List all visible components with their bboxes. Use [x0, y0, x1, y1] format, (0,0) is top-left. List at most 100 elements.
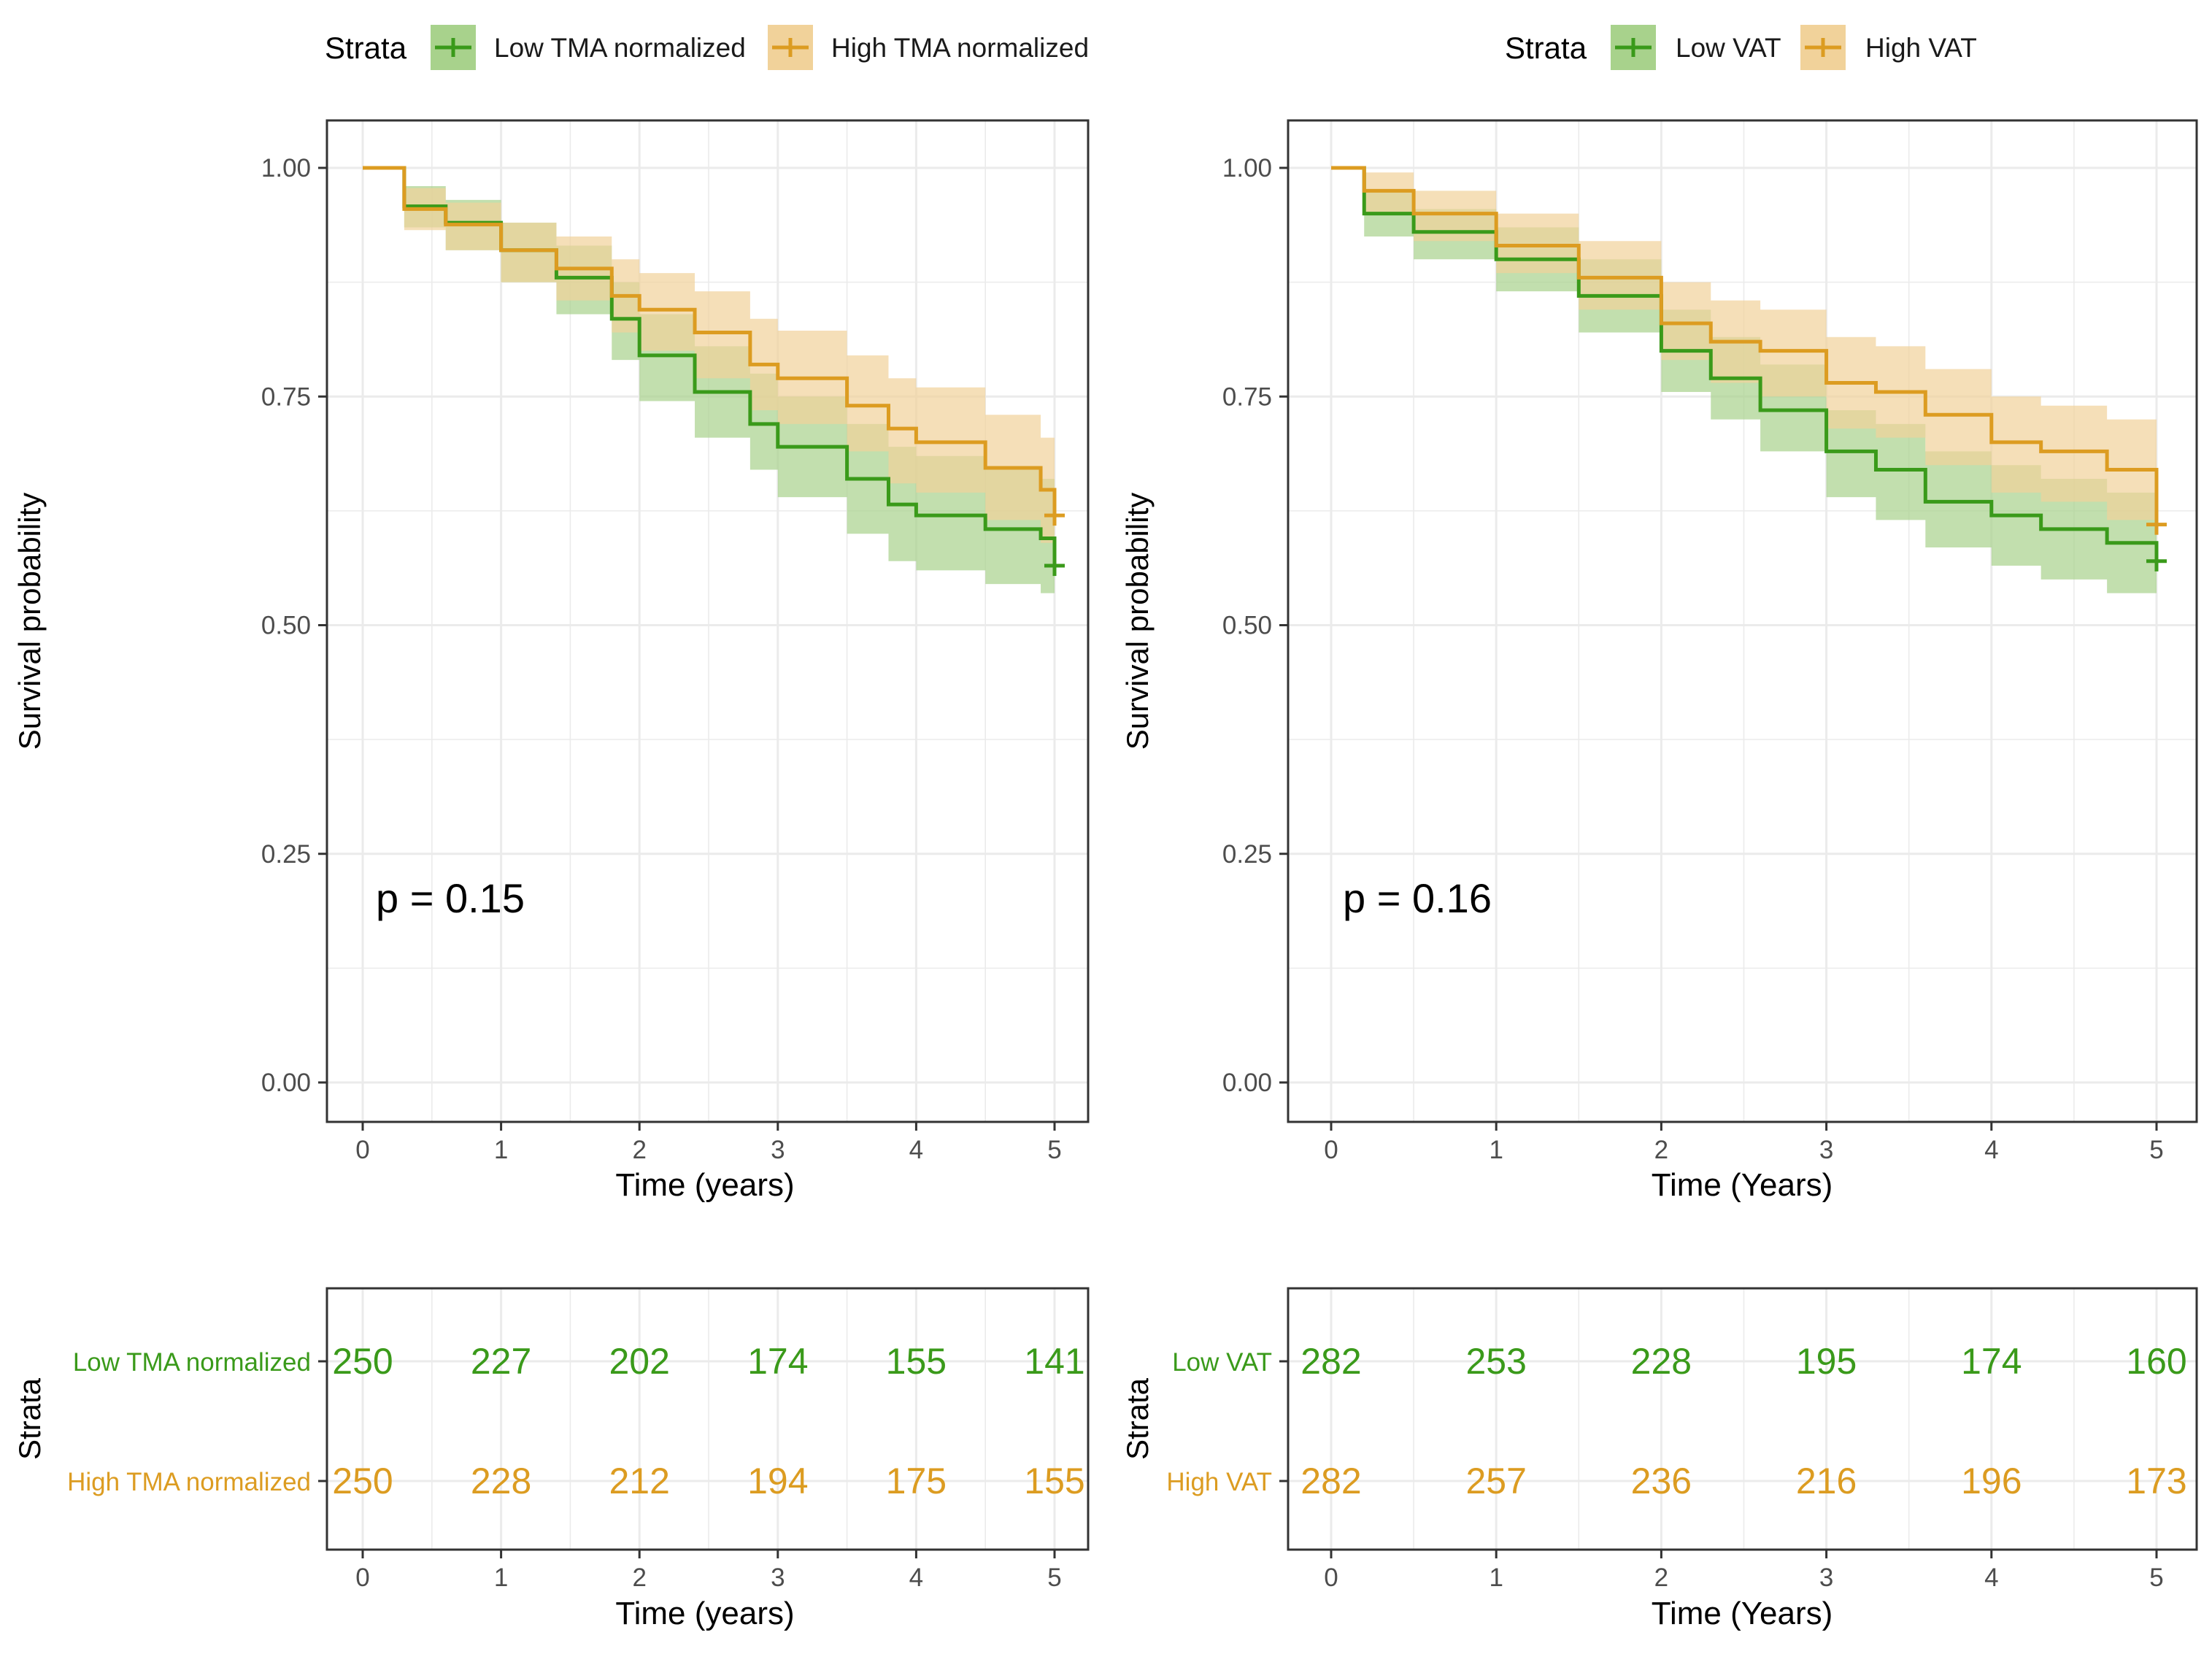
left-survival-curves [363, 166, 1065, 577]
right-risk-values: 282 253 228 195 174 160 282 257 236 216 196 173 [1300, 1341, 2186, 1501]
y-tick-label: 1.00 [1222, 154, 1272, 182]
risk-x-tick-label: 4 [909, 1563, 923, 1592]
y-tick-label: 0.00 [261, 1069, 311, 1097]
left-y-axis: 0.00 0.25 0.50 0.75 1.00 [261, 154, 327, 1097]
left-risk-row-labels: Low TMA normalized High TMA normalized [67, 1348, 327, 1496]
left-risk-background [327, 1288, 1088, 1550]
x-tick-label: 2 [632, 1136, 646, 1164]
left-plot-background [327, 120, 1088, 1122]
x-tick-label: 4 [1984, 1136, 1998, 1164]
risk-count-low: 227 [471, 1341, 531, 1382]
right-risk-row-labels: Low VAT High VAT [1166, 1348, 1288, 1496]
right-risk-y-axis-title: Strata [1120, 1377, 1155, 1460]
left-x-axis: 0 1 2 3 4 5 [355, 1122, 1062, 1164]
right-risk-background [1288, 1288, 2197, 1550]
right-pvalue: p = 0.16 [1343, 875, 1492, 921]
right-panel: Strata Low VAT High VAT 0.00 0.25 0.50 0.75… [1120, 25, 2198, 1631]
risk-x-tick-label: 0 [1324, 1563, 1338, 1592]
left-panel: Strata Low TMA normalized High TMA norma… [12, 25, 1090, 1631]
right-risk-x-axis-title: Time (Years) [1652, 1596, 1833, 1631]
right-confidence-bands [1331, 168, 2157, 607]
right-risk-x-axis: 0 1 2 3 4 5 [1324, 1550, 2164, 1592]
x-tick-label: 1 [494, 1136, 508, 1164]
left-risk-row-label-high: High TMA normalized [67, 1468, 311, 1496]
risk-count-low: 253 [1465, 1341, 1526, 1382]
risk-count-high: 175 [886, 1461, 947, 1501]
left-risk-x-axis-title: Time (years) [615, 1596, 794, 1631]
right-y-axis: 0.00 0.25 0.50 0.75 1.00 [1222, 154, 1288, 1097]
risk-x-tick-label: 5 [1047, 1563, 1061, 1592]
x-tick-label: 0 [1324, 1136, 1338, 1164]
survival-curve-low [1331, 166, 2159, 561]
risk-count-high: 236 [1631, 1461, 1692, 1501]
left-pvalue: p = 0.15 [376, 875, 525, 921]
risk-count-low: 250 [332, 1341, 393, 1382]
risk-count-high: 228 [471, 1461, 531, 1501]
risk-x-tick-label: 1 [494, 1563, 508, 1592]
x-tick-label: 5 [2149, 1136, 2163, 1164]
x-tick-label: 3 [771, 1136, 785, 1164]
x-tick-label: 5 [1047, 1136, 1061, 1164]
risk-count-high: 257 [1465, 1461, 1526, 1501]
survival-curve-high [363, 166, 1057, 516]
right-risk-gridlines [1288, 1288, 2197, 1550]
risk-count-low: 195 [1796, 1341, 1857, 1382]
confidence-band-low [1331, 168, 2157, 607]
risk-x-tick-label: 3 [1819, 1563, 1833, 1592]
risk-x-tick-label: 2 [1654, 1563, 1668, 1592]
right-survival-plot: 0.00 0.25 0.50 0.75 1.00 0 1 2 3 4 5 p = 0.16 Tim… [1120, 119, 2198, 1203]
left-legend-low-label: Low TMA normalized [494, 33, 746, 63]
x-tick-label: 0 [355, 1136, 369, 1164]
right-risk-border [1287, 1287, 2198, 1551]
left-y-axis-title: Survival probability [12, 493, 47, 750]
risk-count-high: 155 [1024, 1461, 1084, 1501]
risk-count-low: 228 [1631, 1341, 1692, 1382]
right-plot-border [1287, 119, 2198, 1123]
confidence-band-high [363, 168, 1055, 566]
y-tick-label: 0.50 [261, 612, 311, 640]
left-risk-values: 250 227 202 174 155 141 250 228 212 194 175 155 [332, 1341, 1084, 1501]
left-legend: Strata Low TMA normalized High TMA norma… [325, 25, 1089, 70]
survival-curve-low [363, 166, 1057, 566]
y-tick-label: 0.50 [1222, 612, 1272, 640]
risk-x-tick-label: 4 [1984, 1563, 1998, 1592]
risk-count-low: 282 [1300, 1341, 1361, 1382]
survival-curve-high [1331, 166, 2159, 525]
y-tick-label: 0.25 [261, 840, 311, 869]
y-tick-label: 0.25 [1222, 840, 1272, 869]
left-x-axis-title: Time (years) [615, 1167, 794, 1203]
left-risk-row-label-low: Low TMA normalized [73, 1348, 311, 1377]
right-x-axis-title: Time (Years) [1652, 1167, 1833, 1203]
y-tick-label: 1.00 [261, 154, 311, 182]
risk-count-high: 216 [1796, 1461, 1857, 1501]
left-survival-plot: 0.00 0.25 0.50 0.75 1.00 0 1 2 3 4 5 p = 0.15 Tim… [12, 119, 1090, 1203]
left-plot-border [325, 119, 1090, 1123]
right-risk-row-label-high: High VAT [1166, 1468, 1272, 1496]
y-tick-label: 0.75 [261, 382, 311, 411]
right-plot-background [1288, 120, 2197, 1122]
risk-count-high: 250 [332, 1461, 393, 1501]
risk-x-tick-label: 2 [632, 1563, 646, 1592]
y-tick-label: 0.75 [1222, 382, 1272, 411]
x-tick-label: 4 [909, 1136, 923, 1164]
x-tick-label: 3 [1819, 1136, 1833, 1164]
left-risk-border [325, 1287, 1090, 1551]
x-tick-label: 2 [1654, 1136, 1668, 1164]
risk-x-tick-label: 5 [2149, 1563, 2163, 1592]
risk-count-low: 160 [2126, 1341, 2186, 1382]
risk-count-low: 174 [1961, 1341, 2022, 1382]
risk-count-low: 155 [886, 1341, 947, 1382]
right-risk-row-label-low: Low VAT [1172, 1348, 1272, 1377]
risk-count-high: 196 [1961, 1461, 2022, 1501]
risk-count-low: 174 [747, 1341, 808, 1382]
right-legend-high-label: High VAT [1865, 33, 1977, 63]
left-gridlines [327, 120, 1088, 1122]
risk-x-tick-label: 0 [355, 1563, 369, 1592]
y-tick-label: 0.00 [1222, 1069, 1272, 1097]
risk-x-tick-label: 3 [771, 1563, 785, 1592]
risk-count-low: 141 [1024, 1341, 1084, 1382]
risk-count-high: 173 [2126, 1461, 2186, 1501]
